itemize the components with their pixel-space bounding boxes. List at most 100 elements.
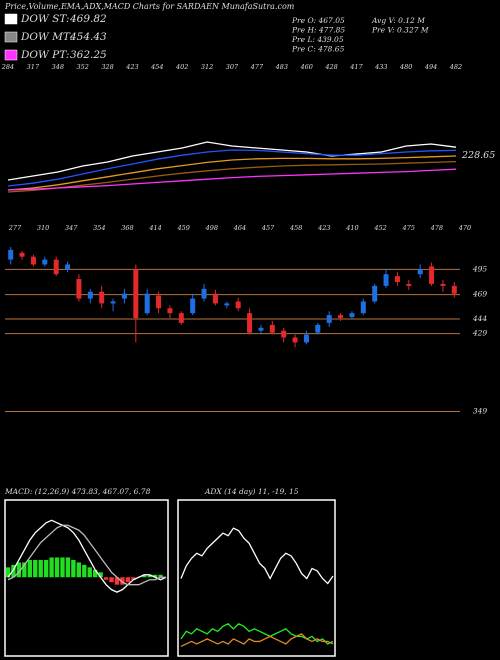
histogram-bar	[114, 577, 120, 585]
series-line	[180, 527, 334, 585]
candle-body	[156, 295, 162, 309]
histogram-bar	[142, 574, 147, 578]
histogram-bar	[22, 562, 27, 578]
stat: Pre H: 477.85	[291, 26, 345, 35]
legend-label: DOW ST:	[20, 13, 70, 25]
top-label: 348	[52, 63, 64, 71]
histogram-bar	[98, 572, 103, 578]
candle-body	[269, 324, 275, 333]
series-line	[7, 155, 457, 191]
candle-body	[417, 269, 423, 275]
top-label: 307	[226, 63, 239, 71]
candle-body	[224, 303, 230, 306]
stat: Pre V: 0.327 M	[371, 26, 429, 35]
top-label: 470	[458, 224, 471, 232]
y-tick-label: 349	[473, 407, 488, 416]
top-label: 428	[324, 63, 337, 71]
histogram-bar	[82, 564, 87, 578]
stat: Pre C: 478.65	[291, 45, 345, 54]
candle-body	[178, 313, 184, 323]
candle-body	[326, 315, 332, 323]
top-label: 498	[205, 224, 218, 232]
top-label: 460	[299, 63, 312, 71]
legend-value: 469.82	[69, 13, 107, 25]
candle-body	[303, 334, 309, 343]
candle-body	[406, 283, 412, 286]
legend-label: DOW PT:	[20, 49, 69, 61]
series-line	[180, 633, 334, 648]
series-line	[7, 524, 166, 586]
top-label: 410	[345, 224, 358, 232]
top-label: 423	[317, 224, 330, 232]
top-label: 417	[349, 63, 363, 71]
histogram-bar	[65, 557, 71, 578]
candle-body	[372, 285, 378, 302]
histogram-bar	[71, 559, 76, 578]
top-label: 458	[289, 224, 302, 232]
series-line	[180, 623, 334, 645]
histogram-bar	[152, 574, 158, 578]
top-label: 354	[93, 224, 105, 232]
histogram-bar	[11, 564, 16, 578]
top-label: 312	[201, 63, 213, 71]
top-label: 368	[121, 224, 133, 232]
top-label: 454	[150, 63, 163, 71]
histogram-bar	[54, 557, 60, 578]
candle-body	[19, 252, 25, 257]
histogram-bar	[16, 562, 22, 578]
y-tick-label: 429	[472, 329, 488, 338]
candle-body	[87, 291, 93, 299]
histogram-bar	[60, 557, 65, 578]
top-label: 423	[125, 63, 138, 71]
series-line	[7, 519, 167, 593]
histogram-bar	[5, 567, 11, 578]
candle-body	[121, 293, 127, 299]
panel-title: MACD: (12,26,9) 473.83, 467.07, 6.78	[4, 487, 151, 496]
top-label: 478	[430, 224, 443, 232]
top-label: 352	[76, 63, 88, 71]
histogram-bar	[87, 567, 92, 578]
candle-body	[190, 298, 196, 314]
top-label: 284	[1, 63, 14, 71]
candle-body	[30, 256, 36, 265]
annotation: 228.65	[461, 150, 495, 161]
histogram-bar	[147, 574, 152, 578]
histogram-bar	[158, 574, 163, 578]
stat: Pre L: 439.05	[291, 35, 344, 44]
candle-body	[292, 337, 298, 343]
candle-body	[201, 288, 207, 299]
histogram-bar	[76, 562, 82, 578]
candle-body	[338, 315, 344, 319]
candle-body	[315, 324, 321, 333]
candle-body	[65, 264, 71, 270]
top-label: 452	[373, 224, 386, 232]
candle-body	[440, 283, 446, 286]
candle-body	[394, 276, 400, 282]
candle-body	[281, 330, 287, 338]
legend-value: 454.43	[69, 31, 107, 43]
candle-body	[42, 259, 48, 265]
candle-body	[360, 301, 366, 314]
top-label: 328	[101, 63, 113, 71]
candle-body	[258, 327, 264, 331]
series-line	[7, 141, 457, 181]
histogram-bar	[125, 577, 131, 583]
histogram-bar	[120, 577, 125, 585]
page-title: Price,Volume,EMA,ADX,MACD Charts for SAR…	[4, 2, 295, 11]
histogram-bar	[43, 559, 49, 578]
top-label: 494	[424, 63, 437, 71]
candle-body	[451, 285, 457, 294]
top-label: 483	[275, 63, 288, 71]
top-label: 414	[148, 224, 161, 232]
candle-body	[349, 313, 355, 318]
top-label: 477	[250, 63, 264, 71]
candle-body	[429, 266, 435, 284]
candle-body	[247, 313, 253, 333]
top-label: 480	[399, 63, 412, 71]
series-line	[7, 160, 457, 193]
histogram-bar	[27, 559, 32, 578]
y-tick-label: 469	[472, 290, 488, 299]
candle-body	[53, 259, 59, 275]
legend-label: DOW MT:	[20, 31, 73, 43]
